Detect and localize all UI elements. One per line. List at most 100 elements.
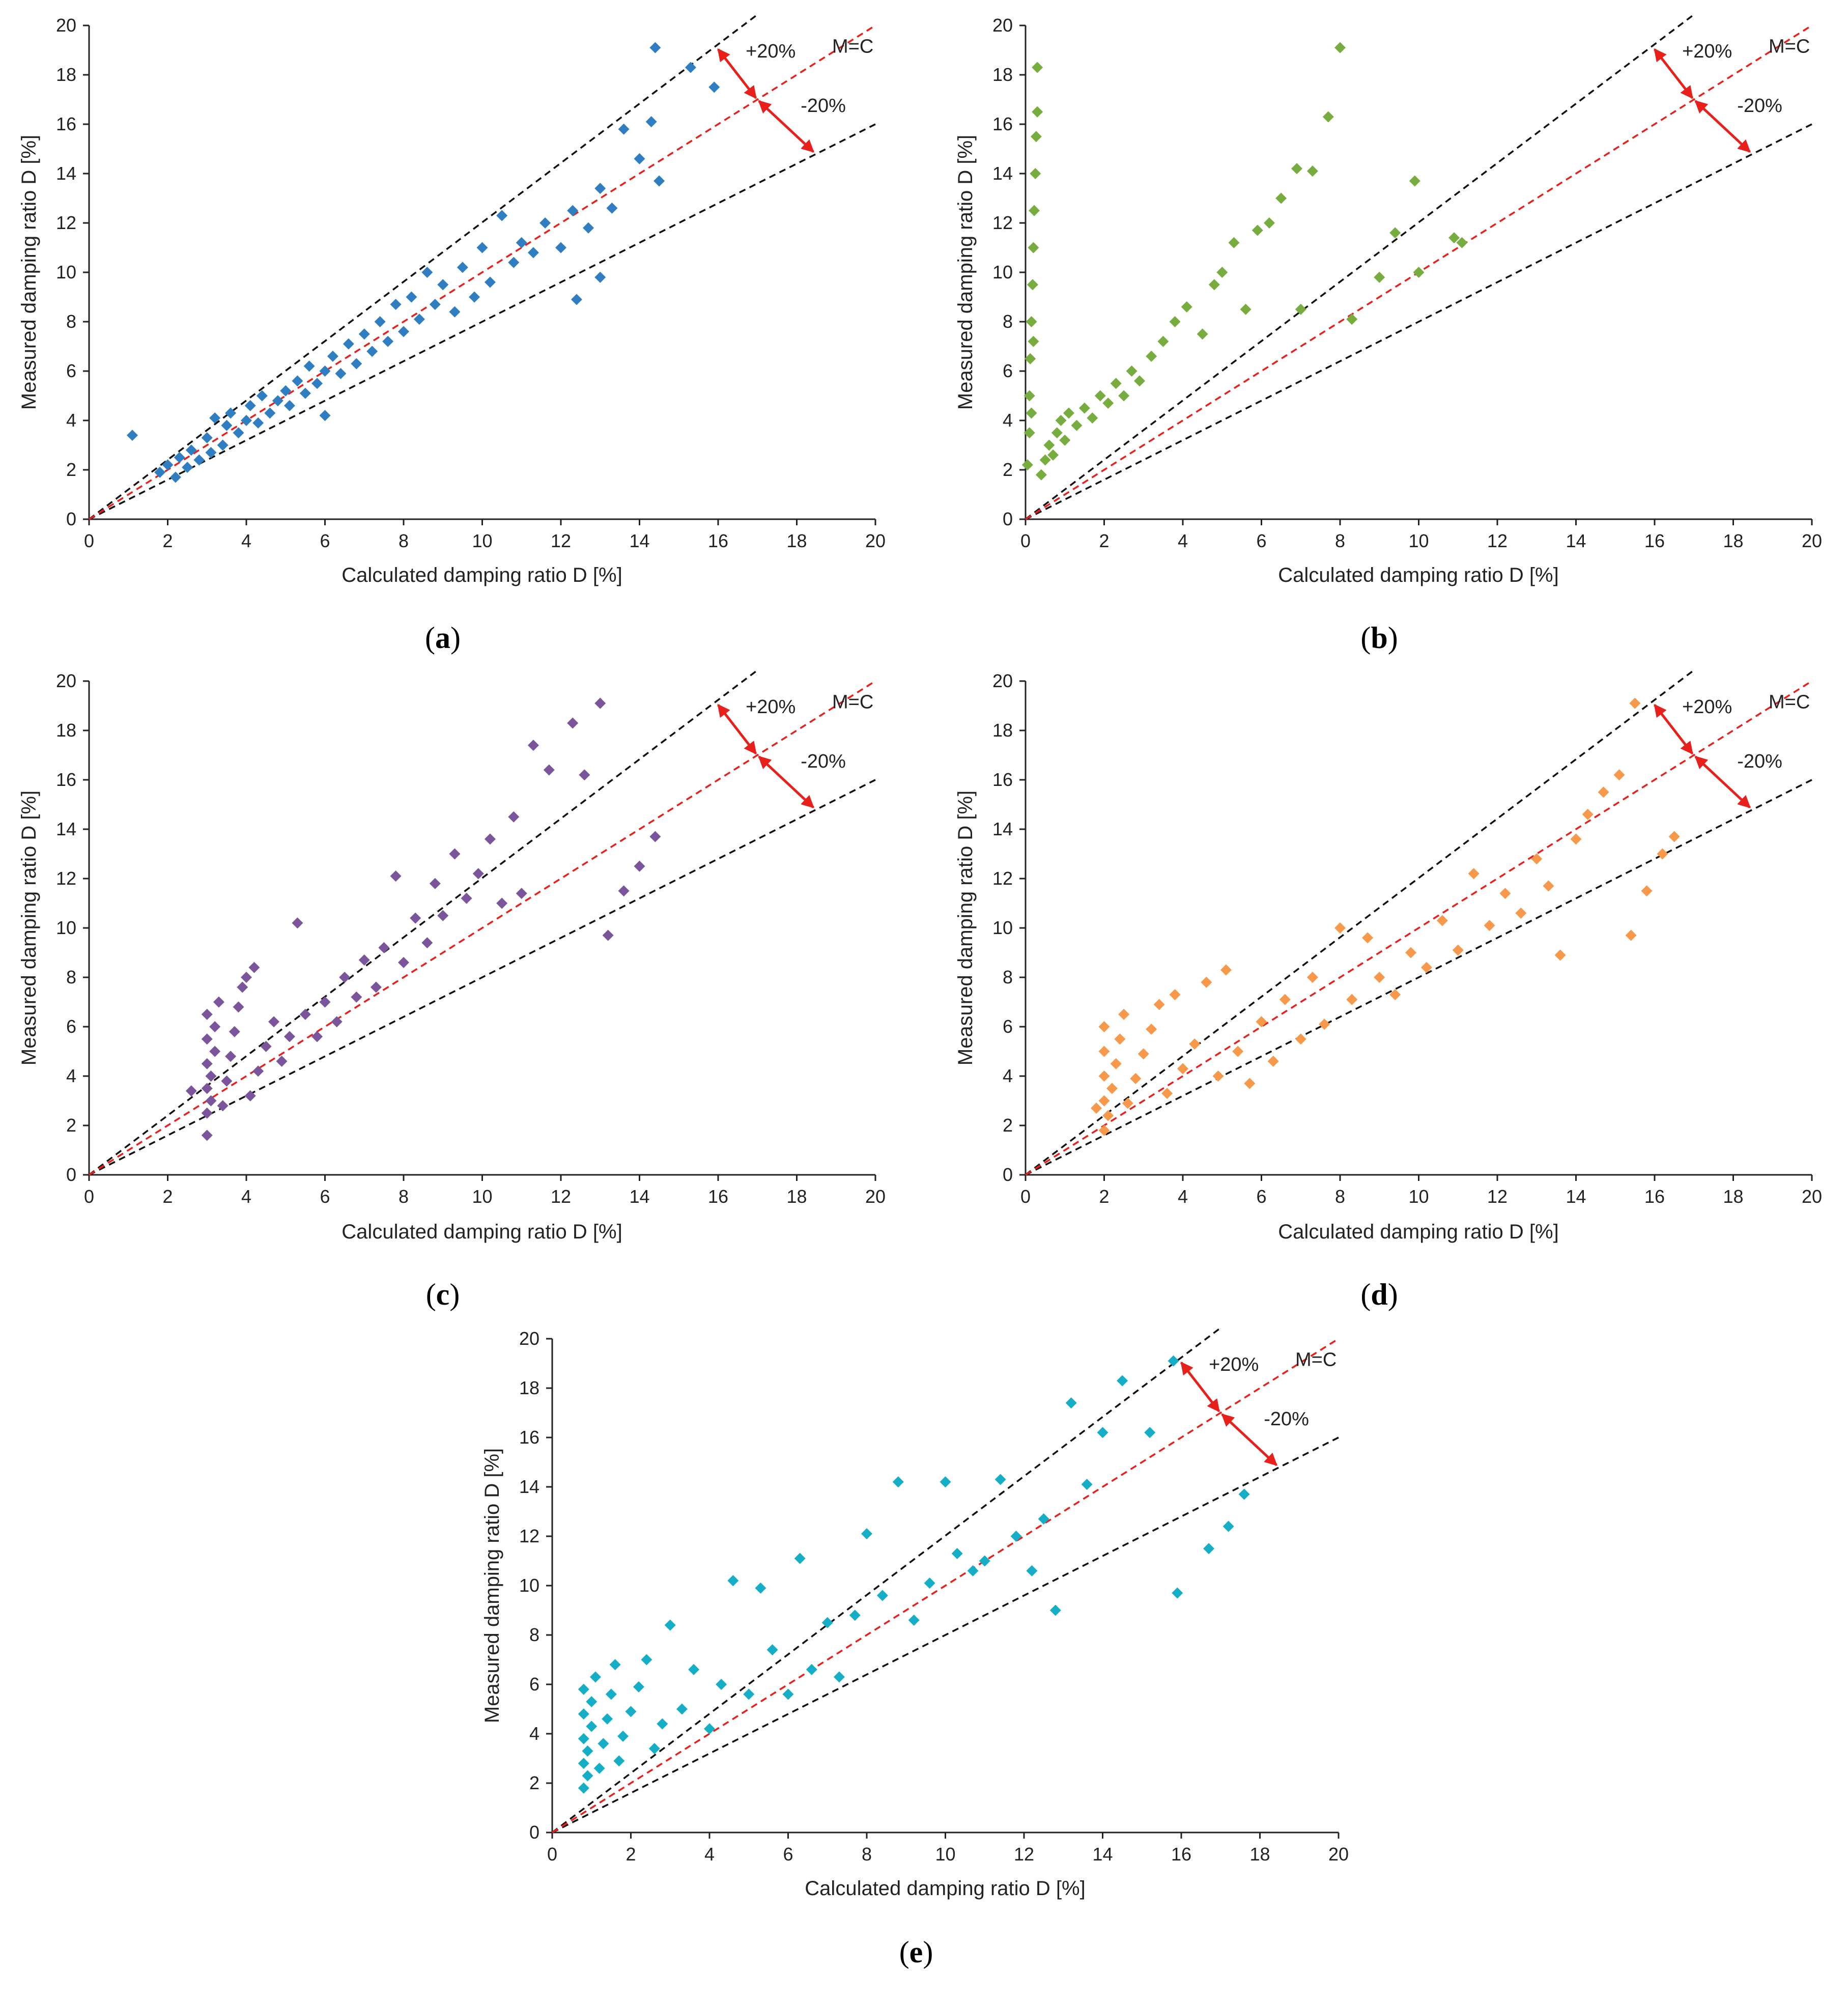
plus-20-arrow <box>717 703 757 755</box>
y-tick-label: 20 <box>992 670 1013 691</box>
data-point <box>1065 1397 1077 1409</box>
x-axis-label: Calculated damping ratio D [%] <box>342 1221 622 1243</box>
x-tick-label: 6 <box>783 1844 793 1865</box>
data-point <box>1420 962 1432 973</box>
data-point <box>398 956 409 968</box>
data-point <box>319 365 331 377</box>
data-point <box>908 1614 920 1626</box>
panel-label-a: (a) <box>425 621 461 655</box>
data-point <box>472 868 484 880</box>
minus-20-arrow <box>1694 100 1751 153</box>
equality-line <box>89 680 876 1176</box>
data-point <box>248 962 260 973</box>
data-point <box>264 407 276 419</box>
data-point <box>1436 915 1448 926</box>
data-point <box>543 764 555 776</box>
data-point <box>201 1008 213 1020</box>
data-point <box>583 222 594 234</box>
data-point <box>1238 1488 1250 1500</box>
data-point <box>994 1474 1006 1485</box>
data-point <box>1374 972 1385 983</box>
data-point <box>1027 279 1038 291</box>
y-tick-label: 10 <box>519 1575 539 1596</box>
y-tick-label: 2 <box>66 459 76 480</box>
y-tick-label: 4 <box>1003 1065 1013 1086</box>
x-tick-label: 16 <box>1644 530 1665 551</box>
data-point <box>449 306 461 318</box>
data-point <box>508 811 520 823</box>
data-point <box>169 471 181 483</box>
x-tick-label: 14 <box>1566 1186 1586 1207</box>
upper-bound-line <box>1025 670 1693 1176</box>
data-point <box>292 375 303 387</box>
data-point <box>233 1001 244 1013</box>
x-tick-label: 16 <box>708 530 728 551</box>
data-point <box>461 892 472 904</box>
data-point <box>1641 885 1653 897</box>
equality-label: M=C <box>1295 1349 1337 1370</box>
data-point <box>833 1671 845 1683</box>
data-point <box>1161 1087 1173 1099</box>
data-point <box>366 346 378 357</box>
data-point <box>1405 947 1417 958</box>
upper-bound-line <box>551 1328 1220 1834</box>
data-point <box>1028 242 1039 253</box>
data-point <box>1374 271 1385 283</box>
y-tick-label: 18 <box>56 720 76 741</box>
data-point <box>311 1031 323 1042</box>
data-point <box>1334 42 1346 53</box>
data-point <box>1035 469 1047 481</box>
y-tick-label: 20 <box>519 1328 539 1349</box>
data-point <box>1657 848 1668 860</box>
data-point <box>1063 407 1074 419</box>
data-point <box>1138 1048 1149 1060</box>
x-tick-label: 12 <box>1487 1186 1508 1207</box>
y-tick-label: 16 <box>519 1427 539 1448</box>
x-tick-label: 10 <box>472 530 492 551</box>
data-point <box>539 217 551 229</box>
data-point <box>351 991 362 1003</box>
data-point <box>625 1706 637 1717</box>
data-point <box>413 314 425 325</box>
data-point <box>327 350 338 362</box>
data-point <box>924 1577 935 1589</box>
data-point <box>390 299 402 311</box>
equality-label: M=C <box>1769 691 1810 713</box>
data-point <box>578 1758 589 1769</box>
data-point <box>1629 697 1641 709</box>
data-point <box>244 1090 256 1102</box>
lower-bound-line <box>1025 779 1812 1176</box>
data-point <box>598 1738 609 1750</box>
x-tick-label: 8 <box>1335 530 1345 551</box>
x-tick-label: 20 <box>865 530 886 551</box>
data-point <box>1122 1097 1133 1109</box>
data-point <box>582 1770 593 1782</box>
data-point <box>1252 224 1263 236</box>
data-point <box>1256 1016 1267 1028</box>
x-tick-label: 12 <box>1487 530 1508 551</box>
data-point <box>1144 1427 1156 1439</box>
data-point <box>1032 62 1043 73</box>
data-point <box>209 1046 221 1057</box>
x-tick-label: 4 <box>1178 530 1188 551</box>
data-point <box>527 740 539 751</box>
y-tick-label: 16 <box>56 769 76 790</box>
y-tick-label: 6 <box>66 360 76 381</box>
data-point <box>578 1708 589 1720</box>
y-tick-label: 20 <box>992 15 1013 36</box>
data-point <box>201 1058 213 1069</box>
data-point <box>782 1688 794 1700</box>
minus-20-label: -20% <box>1737 751 1782 772</box>
x-tick-label: 2 <box>162 530 173 551</box>
chart-panel-e: Calculated damping ratio D [%] Measured … <box>481 1328 1349 1969</box>
data-point <box>876 1590 888 1601</box>
data-point <box>217 439 229 451</box>
data-point <box>653 175 665 187</box>
x-tick-label: 10 <box>1408 1186 1429 1207</box>
plus-20-arrow <box>1654 48 1694 99</box>
data-point <box>252 1065 264 1077</box>
data-point <box>1598 786 1609 798</box>
data-point <box>1228 237 1240 248</box>
x-tick-label: 12 <box>551 530 571 551</box>
data-point <box>283 1031 295 1042</box>
